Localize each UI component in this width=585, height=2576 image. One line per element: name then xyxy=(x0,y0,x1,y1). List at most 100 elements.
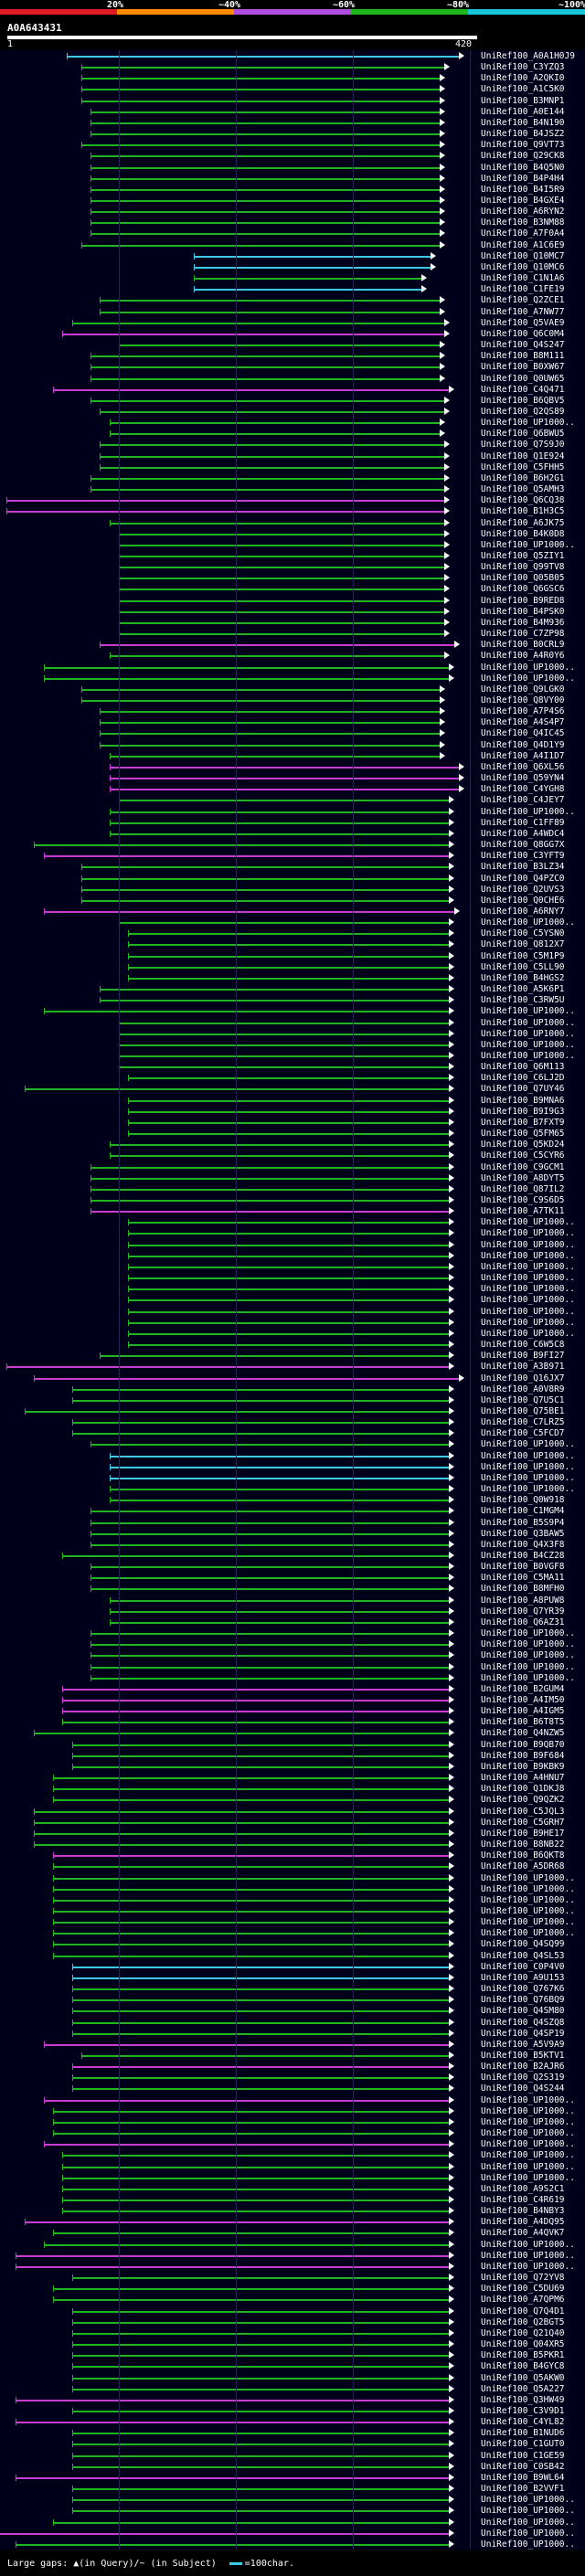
hit-id-link[interactable]: UniRef100_Q2UVS3 xyxy=(481,884,565,895)
hit-id-link[interactable]: UniRef100_UP1000.. xyxy=(481,1894,575,1905)
hit-id-link[interactable]: UniRef100_B4NBY3 xyxy=(481,2206,565,2217)
hit-row[interactable]: UniRef100_A4WDC4 xyxy=(0,828,585,840)
hit-id-link[interactable]: UniRef100_Q812X7 xyxy=(481,939,565,950)
hit-id-link[interactable]: UniRef100_B2GUM4 xyxy=(481,1683,565,1694)
hit-row[interactable]: UniRef100_C1FE19 xyxy=(0,283,585,295)
hit-id-link[interactable]: UniRef100_UP1000.. xyxy=(481,418,575,429)
hit-row[interactable]: UniRef100_C5MA11 xyxy=(0,1572,585,1584)
hit-row[interactable]: UniRef100_UP1000.. xyxy=(0,1050,585,1062)
hit-id-link[interactable]: UniRef100_Q2ZCE1 xyxy=(481,295,565,306)
hit-row[interactable]: UniRef100_B0CRL9 xyxy=(0,639,585,651)
hit-id-link[interactable]: UniRef100_C7ZP98 xyxy=(481,629,565,640)
hit-row[interactable]: UniRef100_B7FXT9 xyxy=(0,1117,585,1129)
hit-row[interactable]: UniRef100_B4NBY3 xyxy=(0,2205,585,2217)
hit-row[interactable]: UniRef100_Q87IL2 xyxy=(0,1183,585,1195)
hit-row[interactable]: UniRef100_Q812X7 xyxy=(0,938,585,950)
hit-id-link[interactable]: UniRef100_UP1000.. xyxy=(481,1484,575,1495)
hit-id-link[interactable]: UniRef100_Q21Q40 xyxy=(481,2327,565,2338)
hit-id-link[interactable]: UniRef100_Q6BWU5 xyxy=(481,429,565,440)
hit-id-link[interactable]: UniRef100_A6RYN2 xyxy=(481,207,565,217)
hit-id-link[interactable]: UniRef100_C5GRH7 xyxy=(481,1817,565,1828)
hit-row[interactable]: UniRef100_UP1000.. xyxy=(0,1472,585,1484)
hit-row[interactable]: UniRef100_B9QB70 xyxy=(0,1739,585,1751)
hit-id-link[interactable]: UniRef100_B9HE17 xyxy=(481,1828,565,1839)
hit-row[interactable]: UniRef100_C4Q471 xyxy=(0,384,585,396)
hit-row[interactable]: UniRef100_A7TK11 xyxy=(0,1205,585,1217)
hit-id-link[interactable]: UniRef100_B4N190 xyxy=(481,117,565,128)
hit-id-link[interactable]: UniRef100_C3RW5U xyxy=(481,995,565,1006)
hit-row[interactable]: UniRef100_B6QKT8 xyxy=(0,1850,585,1861)
hit-row[interactable]: UniRef100_Q8VY00 xyxy=(0,694,585,706)
hit-id-link[interactable]: UniRef100_A4IGM5 xyxy=(481,1706,565,1717)
hit-row[interactable]: UniRef100_C1GUT0 xyxy=(0,2438,585,2450)
hit-row[interactable]: UniRef100_C3YZQ3 xyxy=(0,61,585,73)
hit-id-link[interactable]: UniRef100_UP1000.. xyxy=(481,1228,575,1239)
hit-id-link[interactable]: UniRef100_C5JQL3 xyxy=(481,1806,565,1817)
hit-row[interactable]: UniRef100_Q7S9J0 xyxy=(0,439,585,451)
hit-id-link[interactable]: UniRef100_UP1000.. xyxy=(481,2528,575,2539)
hit-id-link[interactable]: UniRef100_Q9QZK2 xyxy=(481,1795,565,1806)
hit-row[interactable]: UniRef100_B1H3C5 xyxy=(0,505,585,517)
hit-id-link[interactable]: UniRef100_Q72YV8 xyxy=(481,2273,565,2284)
hit-row[interactable]: UniRef100_A7QPM6 xyxy=(0,2294,585,2306)
hit-id-link[interactable]: UniRef100_UP1000.. xyxy=(481,673,575,684)
hit-id-link[interactable]: UniRef100_UP1000.. xyxy=(481,2495,575,2506)
hit-row[interactable]: UniRef100_B9F684 xyxy=(0,1750,585,1762)
hit-id-link[interactable]: UniRef100_B3MNP1 xyxy=(481,95,565,106)
hit-row[interactable]: UniRef100_UP1000.. xyxy=(0,1283,585,1295)
hit-row[interactable]: UniRef100_B3MNP1 xyxy=(0,95,585,107)
hit-id-link[interactable]: UniRef100_UP1000.. xyxy=(481,1439,575,1450)
hit-id-link[interactable]: UniRef100_Q4S244 xyxy=(481,2083,565,2094)
hit-row[interactable]: UniRef100_C5FCD7 xyxy=(0,1427,585,1439)
hit-id-link[interactable]: UniRef100_A7QPM6 xyxy=(481,2295,565,2306)
hit-row[interactable]: UniRef100_UP1000.. xyxy=(0,1216,585,1228)
hit-id-link[interactable]: UniRef100_Q4SM80 xyxy=(481,2006,565,2017)
hit-row[interactable]: UniRef100_Q6BWU5 xyxy=(0,428,585,440)
hit-row[interactable]: UniRef100_Q6XL56 xyxy=(0,761,585,773)
hit-row[interactable]: UniRef100_Q2QS89 xyxy=(0,406,585,418)
hit-row[interactable]: UniRef100_Q4D1Y9 xyxy=(0,739,585,751)
hit-id-link[interactable]: UniRef100_UP1000.. xyxy=(481,2161,575,2172)
hit-row[interactable]: UniRef100_A5V9A9 xyxy=(0,2039,585,2051)
hit-row[interactable]: UniRef100_UP1000.. xyxy=(0,662,585,673)
hit-id-link[interactable]: UniRef100_A7NW77 xyxy=(481,306,565,317)
hit-row[interactable]: UniRef100_UP1000.. xyxy=(0,1294,585,1306)
hit-id-link[interactable]: UniRef100_UP1000.. xyxy=(481,1461,575,1472)
hit-id-link[interactable]: UniRef100_A4IM50 xyxy=(481,1695,565,1706)
hit-id-link[interactable]: UniRef100_UP1000.. xyxy=(481,1650,575,1661)
hit-id-link[interactable]: UniRef100_UP1000.. xyxy=(481,2517,575,2528)
hit-row[interactable]: UniRef100_UP1000.. xyxy=(0,2127,585,2139)
hit-id-link[interactable]: UniRef100_UP1000.. xyxy=(481,2506,575,2517)
hit-row[interactable]: UniRef100_UP1000.. xyxy=(0,417,585,429)
hit-row[interactable]: UniRef100_C5M1P9 xyxy=(0,950,585,962)
hit-row[interactable]: UniRef100_UP1000.. xyxy=(0,1250,585,1262)
hit-row[interactable]: UniRef100_Q9VT73 xyxy=(0,139,585,151)
hit-id-link[interactable]: UniRef100_UP1000.. xyxy=(481,1872,575,1883)
hit-row[interactable]: UniRef100_C4R619 xyxy=(0,2194,585,2206)
hit-id-link[interactable]: UniRef100_B4CZ28 xyxy=(481,1551,565,1561)
hit-id-link[interactable]: UniRef100_Q4X3F8 xyxy=(481,1539,565,1550)
hit-row[interactable]: UniRef100_Q0UW65 xyxy=(0,373,585,385)
hit-row[interactable]: UniRef100_Q7UY46 xyxy=(0,1083,585,1095)
hit-row[interactable]: UniRef100_A4QVK7 xyxy=(0,2227,585,2239)
hit-row[interactable]: UniRef100_Q5VAE9 xyxy=(0,317,585,329)
hit-row[interactable]: UniRef100_Q1DKJ8 xyxy=(0,1783,585,1795)
hit-row[interactable]: UniRef100_Q16JX7 xyxy=(0,1373,585,1384)
hit-row[interactable]: UniRef100_Q99TV8 xyxy=(0,561,585,573)
hit-row[interactable]: UniRef100_UP1000.. xyxy=(0,1017,585,1029)
hit-id-link[interactable]: UniRef100_B0XW67 xyxy=(481,362,565,373)
hit-row[interactable]: UniRef100_A7P4S6 xyxy=(0,705,585,717)
hit-row[interactable]: UniRef100_Q2ZCE1 xyxy=(0,294,585,306)
hit-id-link[interactable]: UniRef100_B0CRL9 xyxy=(481,640,565,651)
hit-row[interactable]: UniRef100_B4PSK0 xyxy=(0,606,585,618)
hit-id-link[interactable]: UniRef100_Q6GSC6 xyxy=(481,584,565,595)
hit-id-link[interactable]: UniRef100_C5FHH5 xyxy=(481,461,565,472)
hit-row[interactable]: UniRef100_B2VVF1 xyxy=(0,2483,585,2495)
hit-id-link[interactable]: UniRef100_C1GUT0 xyxy=(481,2439,565,2450)
hit-id-link[interactable]: UniRef100_UP1000.. xyxy=(481,1250,575,1261)
hit-id-link[interactable]: UniRef100_C1N1A6 xyxy=(481,273,565,284)
hit-id-link[interactable]: UniRef100_B5S9P4 xyxy=(481,1517,565,1528)
hit-row[interactable]: UniRef100_UP1000.. xyxy=(0,1649,585,1661)
hit-row[interactable]: UniRef100_B4M936 xyxy=(0,617,585,629)
hit-row[interactable]: UniRef100_A7NW77 xyxy=(0,306,585,318)
